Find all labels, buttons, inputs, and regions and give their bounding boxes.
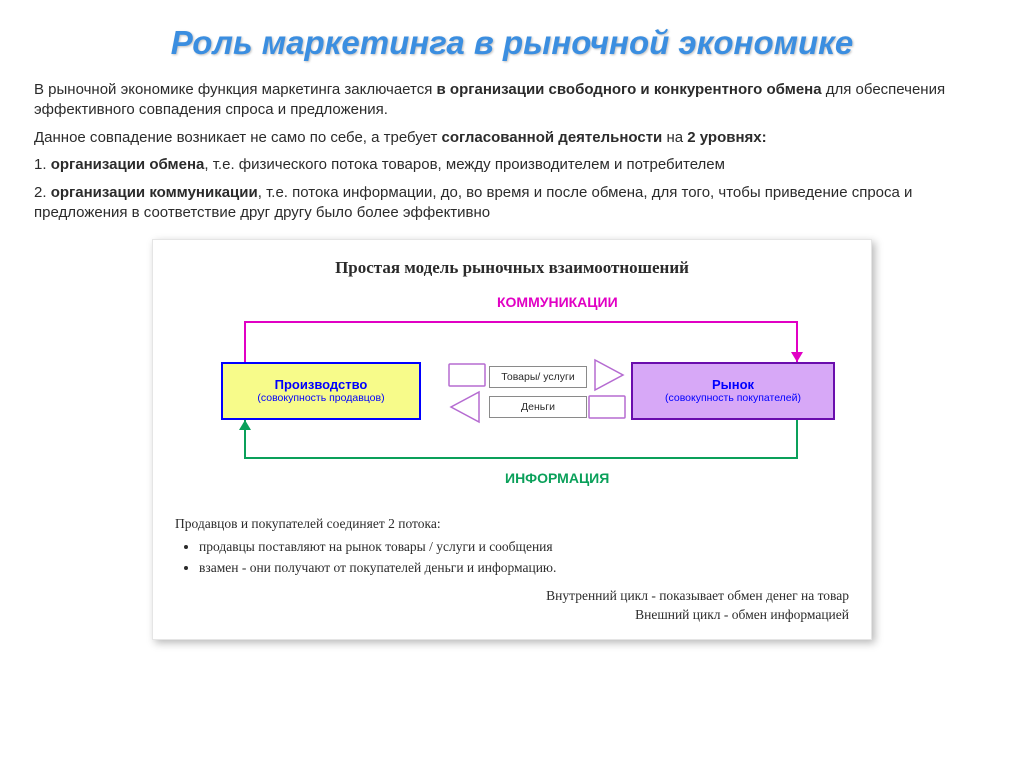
paragraph-3: 1. организации обмена, т.е. физического … [34,155,990,175]
paragraph-1: В рыночной экономике функция маркетинга … [34,80,990,120]
flow-label-information: ИНФОРМАЦИЯ [505,470,609,486]
notes-cycles: Внутренний цикл - показывает обмен денег… [175,587,849,625]
p3-b: организации обмена [51,156,205,173]
p2-d: 2 уровнях: [687,129,766,146]
node-line2: (совокупность покупателей) [665,392,801,404]
slide: Роль маркетинга в рыночной экономике В р… [0,0,1024,767]
body-text: В рыночной экономике функция маркетинга … [34,80,990,223]
diagram-node-market: Рынок(совокупность покупателей) [631,362,835,420]
diagram-node-production: Производство(совокупность продавцов) [221,362,421,420]
node-line1: Рынок [712,377,754,392]
p2-b: согласованной деятельности [442,129,663,146]
diagram-card: Простая модель рыночных взаимоотношений … [152,239,872,640]
notes-cycle-1: Внутренний цикл - показывает обмен денег… [175,587,849,606]
diagram-area: Производство(совокупность продавцов) Рыно… [177,284,847,509]
p1-a: В рыночной экономике функция маркетинга … [34,81,437,98]
flow-label-communications: КОММУНИКАЦИИ [497,294,618,310]
p2-c: на [662,129,687,146]
p1-b: в организации свободного и конкурентного… [437,81,822,98]
slide-title: Роль маркетинга в рыночной экономике [34,24,990,62]
p2-a: Данное совпадение возникает не само по с… [34,129,442,146]
p3-c: , т.е. физического потока товаров, между… [204,156,725,173]
notes-cycle-2: Внешний цикл - обмен информацией [175,606,849,625]
exchange-label-goods: Товары/ услуги [489,366,587,388]
p4-b: организации коммуникации [51,184,258,201]
p4-a: 2. [34,184,51,201]
diagram-title: Простая модель рыночных взаимоотношений [175,258,849,278]
p3-a: 1. [34,156,51,173]
paragraph-4: 2. организации коммуникации, т.е. потока… [34,183,990,223]
diagram-notes: Продавцов и покупателей соединяет 2 пото… [175,515,849,625]
exchange-label-money: Деньги [489,396,587,418]
paragraph-2: Данное совпадение возникает не само по с… [34,128,990,148]
notes-bullet-1: продавцы поставляют на рынок товары / ус… [199,538,849,557]
notes-bullet-2: взамен - они получают от покупателей ден… [199,559,849,578]
notes-list: продавцы поставляют на рынок товары / ус… [199,538,849,578]
notes-intro: Продавцов и покупателей соединяет 2 пото… [175,515,849,534]
node-line2: (совокупность продавцов) [257,392,384,404]
node-line1: Производство [275,377,368,392]
